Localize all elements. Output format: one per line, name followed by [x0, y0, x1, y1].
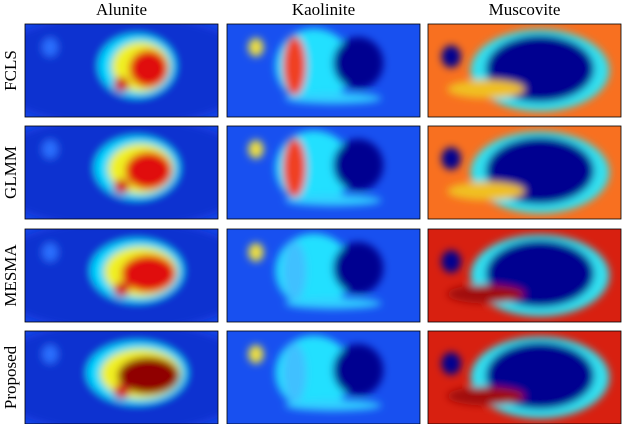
blob [447, 284, 525, 304]
blob [113, 384, 130, 399]
blob [447, 181, 525, 201]
map-frame [427, 23, 622, 118]
blob [113, 282, 130, 297]
blob [248, 37, 264, 57]
blob [441, 147, 461, 170]
blob [333, 242, 384, 295]
blob [248, 242, 264, 262]
blob [42, 242, 58, 262]
blob [42, 139, 58, 159]
abundance-map [226, 228, 421, 323]
blob [125, 152, 172, 190]
blob [284, 297, 382, 309]
blob [282, 343, 307, 403]
blob [117, 357, 180, 395]
abundance-map [24, 23, 219, 118]
abundance-map [427, 228, 622, 323]
map-blobs [248, 130, 384, 206]
map-frame [226, 330, 421, 424]
column-title: Alunite [96, 0, 147, 19]
blob [441, 250, 461, 273]
row-label: FCLS [1, 50, 20, 91]
blob [284, 194, 382, 206]
blob [282, 36, 307, 96]
blob [282, 138, 307, 198]
map-blobs [441, 336, 610, 419]
blob [248, 344, 264, 364]
blob [284, 399, 382, 411]
blob [42, 37, 58, 57]
blob [248, 139, 264, 159]
blob [333, 139, 384, 192]
abundance-map [427, 23, 622, 118]
blob [282, 241, 307, 301]
map-blobs [441, 131, 610, 214]
row-label: Proposed [1, 345, 20, 409]
panel-grid [24, 23, 622, 424]
map-blobs [25, 229, 218, 322]
abundance-map [226, 330, 421, 424]
blob [284, 92, 382, 104]
abundance-map [226, 23, 421, 118]
blob [129, 50, 168, 88]
map-blobs [248, 28, 384, 104]
map-blobs [441, 29, 610, 112]
blob [447, 386, 525, 406]
map-blobs [25, 126, 218, 219]
map-frame [24, 228, 219, 323]
abundance-map [427, 125, 622, 220]
blob [113, 179, 130, 194]
map-frame [427, 228, 622, 323]
map-frame [226, 23, 421, 118]
labels: Alunite Kaolinite Muscovite FCLS GLMM MESMA Pr… [1, 0, 560, 409]
map-frame [24, 23, 219, 118]
abundance-map [226, 125, 421, 220]
map-blobs [25, 331, 218, 424]
abundance-map [24, 125, 219, 220]
blob [42, 344, 58, 364]
column-title: Kaolinite [292, 0, 355, 19]
blob [333, 37, 384, 90]
blob [441, 352, 461, 375]
map-frame [24, 330, 219, 424]
map-frame [226, 228, 421, 323]
map-blobs [441, 234, 610, 317]
blob [121, 255, 176, 293]
row-label: GLMM [1, 146, 20, 199]
map-blobs [248, 335, 384, 411]
blob [333, 344, 384, 397]
map-frame [24, 125, 219, 220]
blob [441, 45, 461, 68]
blob [113, 77, 130, 92]
map-frame [226, 125, 421, 220]
map-blobs [248, 233, 384, 309]
map-frame [427, 330, 622, 424]
abundance-map [24, 330, 219, 424]
abundance-map [24, 228, 219, 323]
map-blobs [25, 24, 218, 117]
blob [447, 79, 525, 99]
column-title: Muscovite [489, 0, 561, 19]
map-frame [427, 125, 622, 220]
row-label: MESMA [1, 244, 20, 307]
abundance-map [427, 330, 622, 424]
